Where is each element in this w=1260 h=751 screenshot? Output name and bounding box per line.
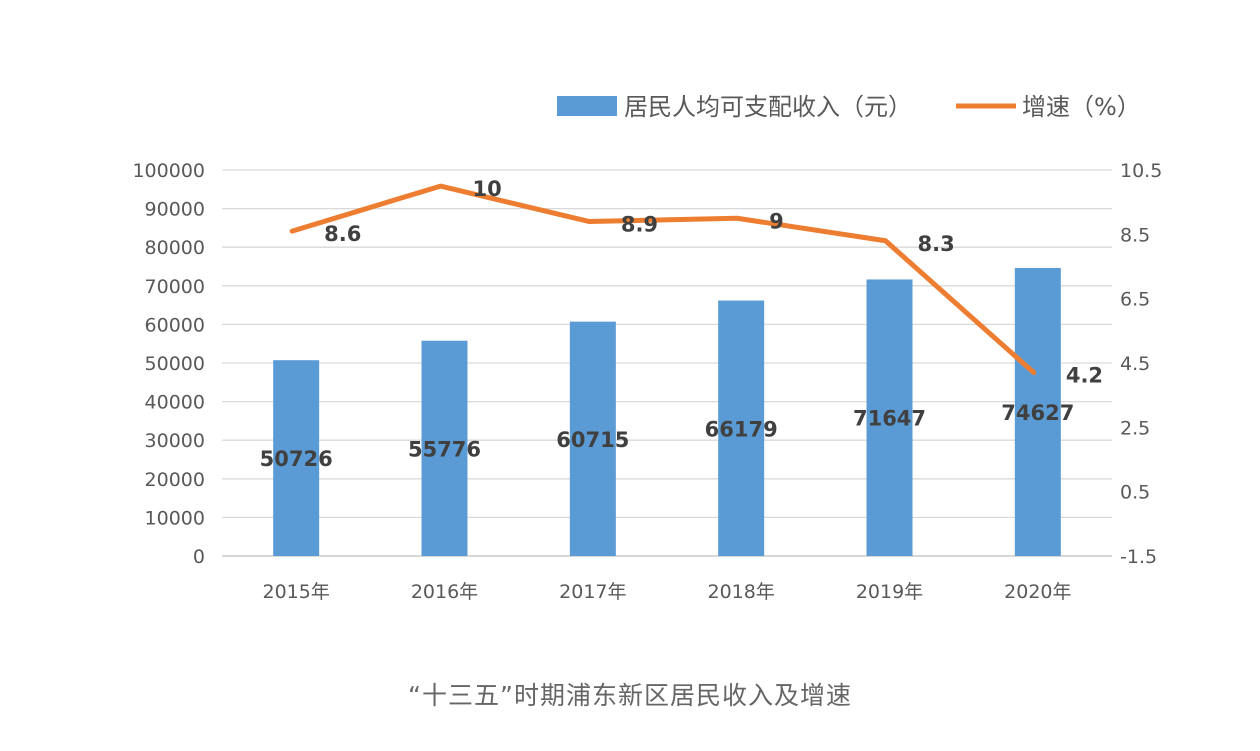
x-tick-label: 2017年 xyxy=(559,581,626,603)
x-tick-label: 2015年 xyxy=(262,581,329,603)
line-data-label: 10 xyxy=(473,177,502,201)
bar-data-label: 66179 xyxy=(705,417,778,441)
line-data-label: 8.3 xyxy=(918,232,955,256)
right-tick-label: 0.5 xyxy=(1120,482,1150,504)
left-tick-label: 90000 xyxy=(145,199,205,221)
bar-data-label: 71647 xyxy=(853,407,926,431)
left-tick-label: 100000 xyxy=(132,160,205,182)
bar xyxy=(421,340,468,556)
legend-bar-label: 居民人均可支配收入（元） xyxy=(624,93,912,121)
bar xyxy=(273,360,320,556)
x-tick-label: 2018年 xyxy=(707,581,774,603)
left-tick-label: 10000 xyxy=(145,507,205,529)
growth-line xyxy=(289,183,1037,376)
right-tick-label: -1.5 xyxy=(1120,546,1157,568)
line-data-label: 8.9 xyxy=(621,212,658,236)
right-tick-label: 8.5 xyxy=(1120,224,1150,246)
left-tick-label: 20000 xyxy=(145,469,205,491)
right-tick-label: 6.5 xyxy=(1120,289,1150,311)
line-data-label: 8.6 xyxy=(324,222,361,246)
x-tick-label: 2016年 xyxy=(411,581,478,603)
bar xyxy=(569,321,616,556)
left-tick-label: 60000 xyxy=(145,314,205,336)
x-tick-label: 2020年 xyxy=(1004,581,1071,603)
left-tick-label: 30000 xyxy=(145,430,205,452)
bar-data-label: 74627 xyxy=(1001,401,1074,425)
left-tick-label: 70000 xyxy=(145,276,205,298)
line-data-label: 9 xyxy=(769,209,784,233)
bar xyxy=(1014,267,1061,556)
line-data-label: 4.2 xyxy=(1066,364,1103,388)
bar-data-label: 50726 xyxy=(260,447,333,471)
legend-line-label: 增速（%） xyxy=(1022,93,1141,121)
bar xyxy=(866,279,913,556)
left-tick-label: 50000 xyxy=(145,353,205,375)
bar xyxy=(718,300,765,556)
x-tick-label: 2019年 xyxy=(856,581,923,603)
left-tick-label: 40000 xyxy=(145,392,205,414)
bar-data-label: 60715 xyxy=(556,428,629,452)
right-tick-label: 2.5 xyxy=(1120,417,1150,439)
legend-bar-swatch xyxy=(557,96,617,116)
right-tick-label: 4.5 xyxy=(1120,353,1150,375)
left-tick-label: 0 xyxy=(193,546,205,568)
right-tick-label: 10.5 xyxy=(1120,160,1162,182)
left-tick-label: 80000 xyxy=(145,237,205,259)
chart-caption: “十三五”时期浦东新区居民收入及增速 xyxy=(408,681,852,710)
bar-data-label: 55776 xyxy=(408,437,481,461)
